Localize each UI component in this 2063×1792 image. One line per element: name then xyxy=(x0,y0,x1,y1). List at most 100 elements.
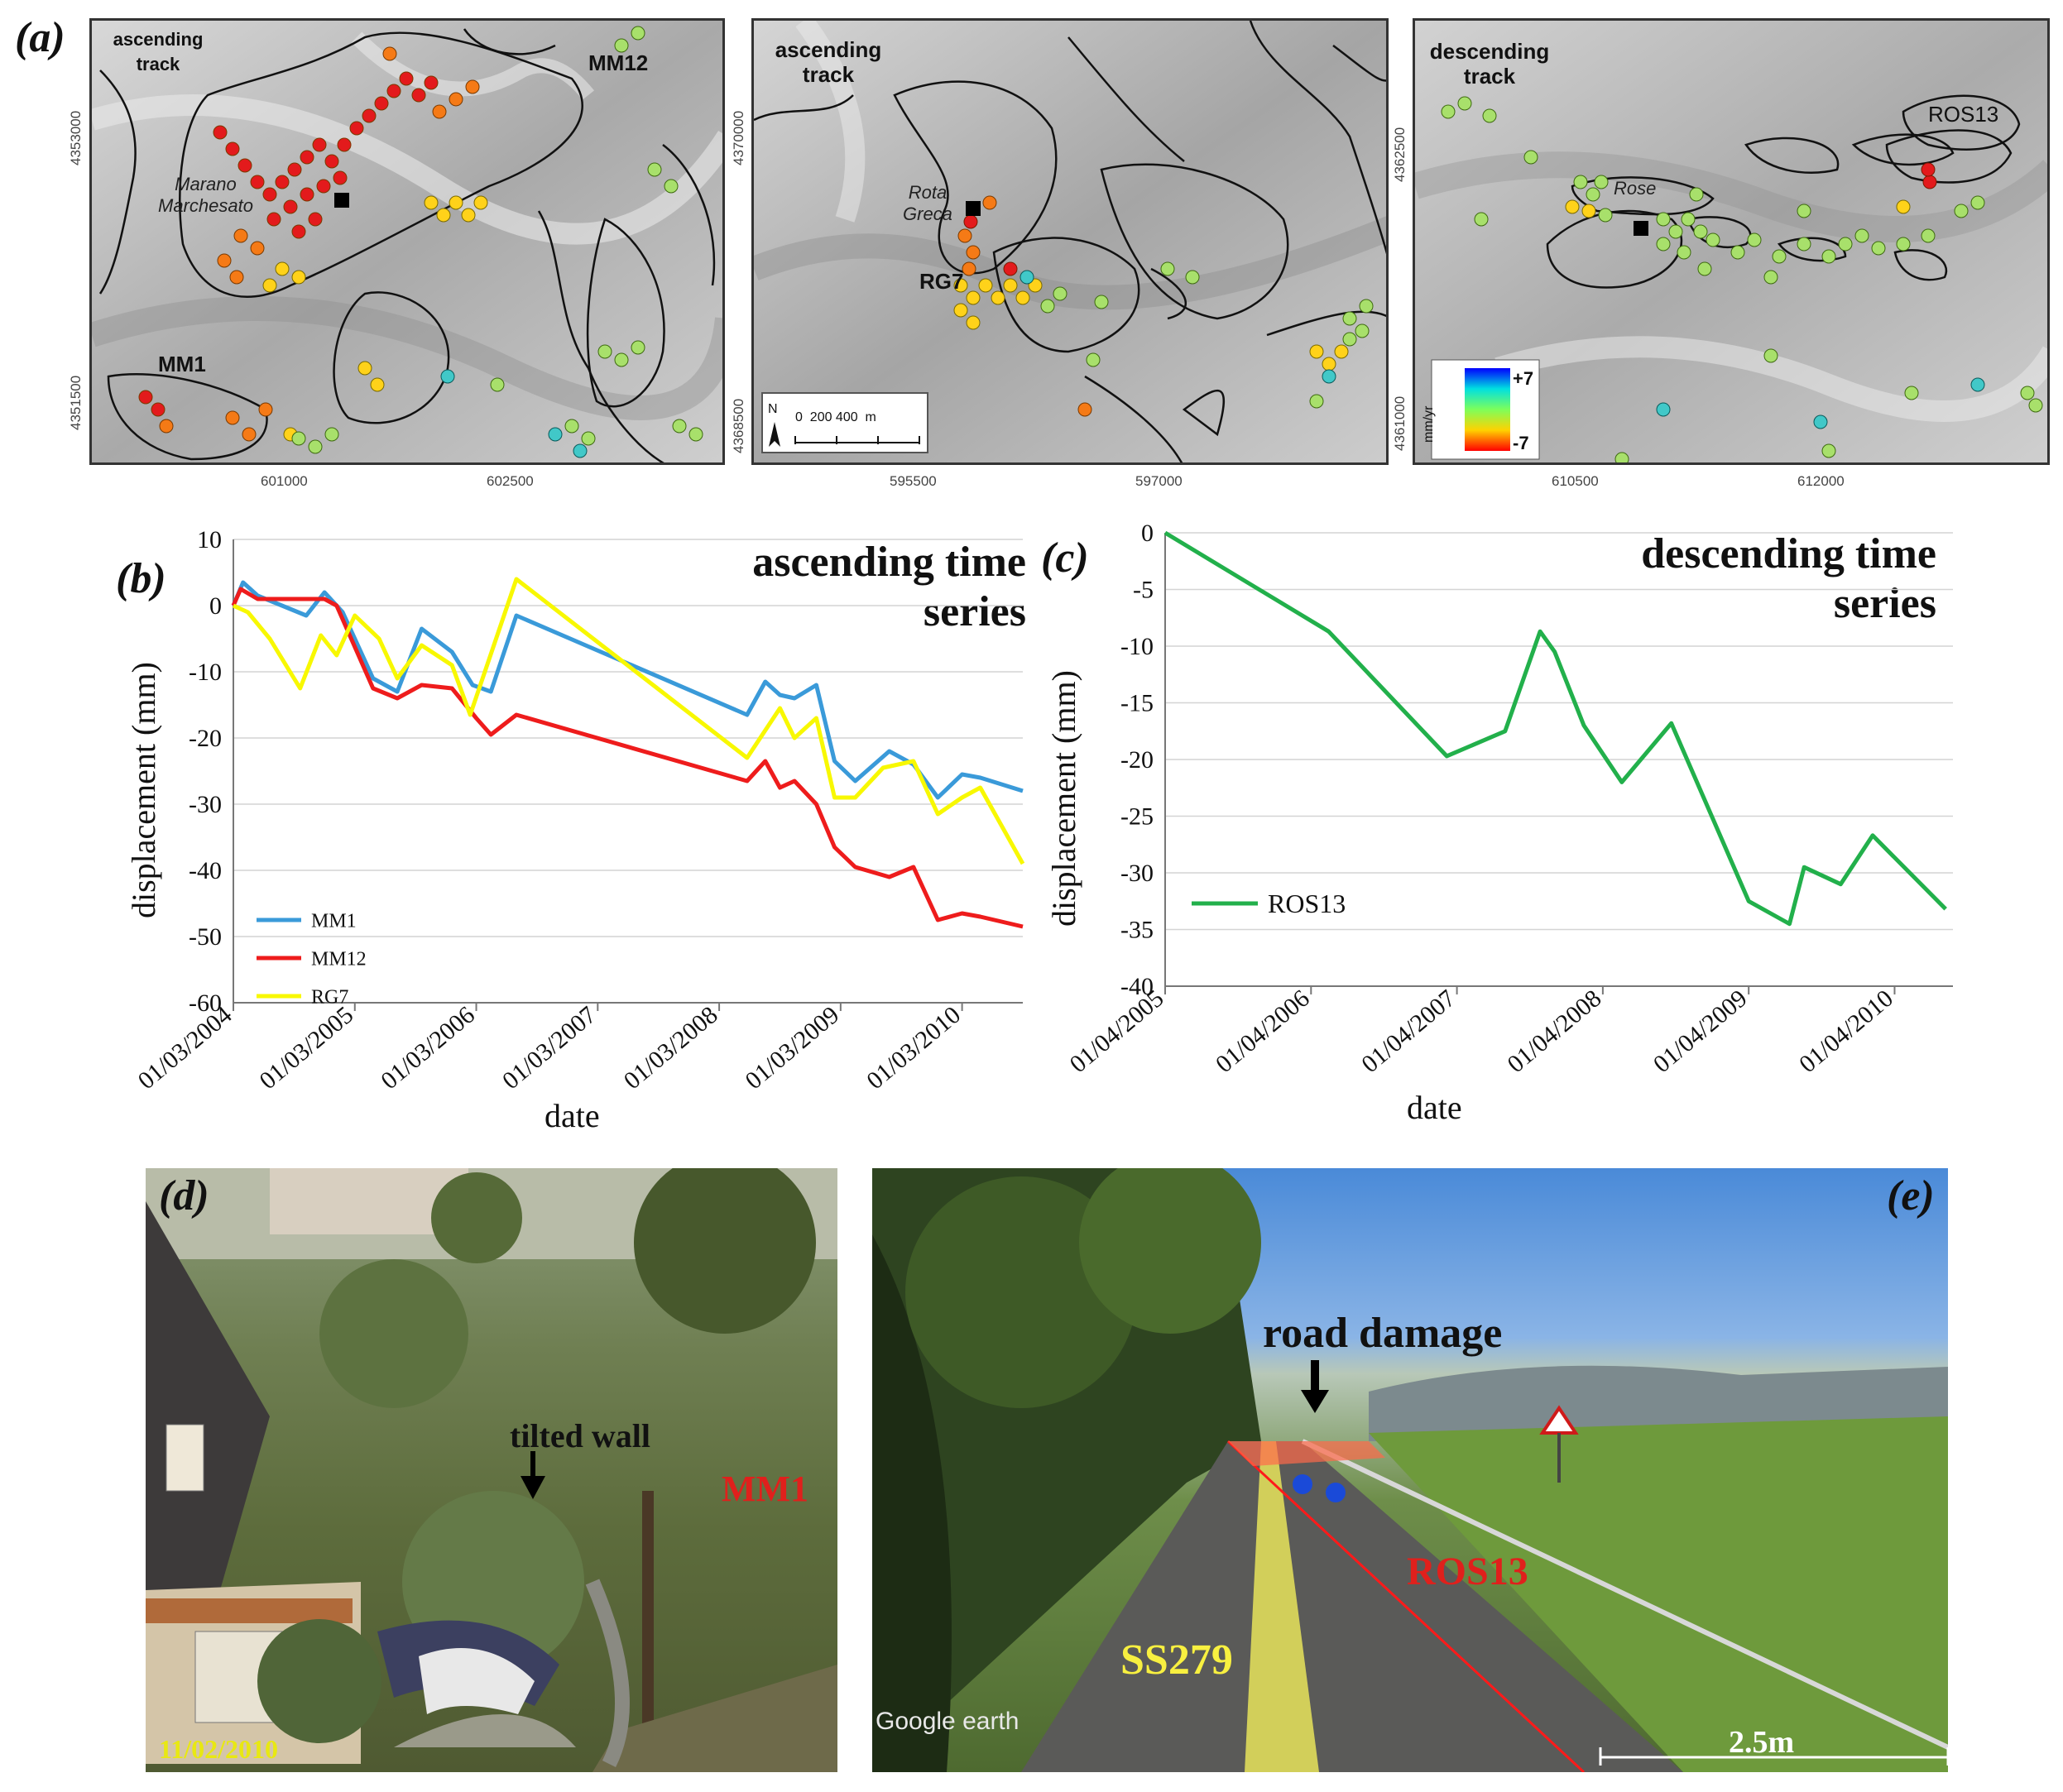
map-rose: descending track ROS13 Rose +7 -7 mm/yr xyxy=(1413,18,2050,465)
y-tick-label: -10 xyxy=(1120,633,1154,660)
photo-e-annotation: road damage xyxy=(1263,1310,1503,1357)
x-tick-label: 01/04/2008 xyxy=(1502,985,1606,1078)
arrow-down-icon xyxy=(521,1451,545,1499)
chart-c-title: descending time series xyxy=(1641,530,1936,627)
x-tick-label: 01/03/2007 xyxy=(497,1001,602,1095)
y-tick-label: -50 xyxy=(189,923,222,951)
ps-points xyxy=(953,195,1374,417)
photo-e-scene xyxy=(872,1168,1948,1772)
map1-ytick-2: 4351500 xyxy=(68,375,84,430)
map-hillshade xyxy=(754,21,1386,462)
map1-track-label: ascending track xyxy=(113,29,204,74)
map3-ros13-label: ROS13 xyxy=(1928,102,1999,127)
map2-ytick-1: 4370000 xyxy=(731,110,746,165)
map3-track-label: descending track xyxy=(1429,39,1550,89)
map1-mm1-label: MM1 xyxy=(158,352,206,376)
map1-ytick-1: 4353000 xyxy=(68,110,84,165)
north-arrow-icon xyxy=(769,422,780,447)
photo-d-label: (d) xyxy=(159,1172,209,1219)
site-marker-mm12 xyxy=(334,193,349,208)
map2-place-label: Rota Greca xyxy=(903,182,952,224)
map3-ytick-2: 4361000 xyxy=(1392,395,1408,451)
y-tick-label: 0 xyxy=(1141,520,1154,547)
map2-xtick-2: 597000 xyxy=(1135,473,1183,489)
x-tick-label: 01/03/2004 xyxy=(133,1001,237,1095)
map2-ytick-2: 4368500 xyxy=(731,398,746,453)
map3-legend-unit: mm/yr xyxy=(1422,405,1436,443)
chart-b-xlabel: date xyxy=(545,1097,600,1134)
legend-label: ROS13 xyxy=(1268,889,1346,918)
arrow-down-icon xyxy=(1301,1360,1329,1413)
x-tick-label: 01/03/2006 xyxy=(376,1001,480,1095)
map3-xtick-2: 612000 xyxy=(1797,473,1845,489)
series-line-rg7 xyxy=(232,577,1025,865)
legend-label: MM1 xyxy=(311,910,357,932)
x-tick-label: 01/03/2010 xyxy=(861,1001,966,1095)
map1-xtick-1: 601000 xyxy=(261,473,308,489)
x-tick-label: 01/04/2006 xyxy=(1211,985,1315,1078)
photo-d-date: 11/02/2010 xyxy=(159,1734,279,1764)
panel-label-b: (b) xyxy=(116,555,166,602)
x-tick-label: 01/04/2009 xyxy=(1648,985,1753,1078)
series-line-mm1 xyxy=(231,580,1024,800)
map1-place-label: Marano Marchesato xyxy=(158,174,253,216)
y-tick-label: -20 xyxy=(1120,746,1154,774)
x-tick-label: 01/04/2005 xyxy=(1067,985,1168,1078)
panel-label-c: (c) xyxy=(1041,534,1089,582)
colorbar-legend xyxy=(1431,359,1540,460)
y-tick-label: -40 xyxy=(189,857,222,884)
y-tick-label: -40 xyxy=(1120,973,1154,1000)
map2-scale-label: 0 200 400 m xyxy=(795,410,876,424)
map-rota-greca: ascending track RG7 Rota Greca N 0 200 4… xyxy=(751,18,1389,465)
photo-e-scale: 2.5m xyxy=(1729,1725,1795,1760)
photo-tilted-wall: (d) tilted wall MM1 11/02/2010 xyxy=(146,1168,837,1772)
series-line-ros13 xyxy=(1163,530,1947,927)
map3-legend-max: +7 xyxy=(1513,368,1534,389)
photo-d-annotation: tilted wall xyxy=(510,1417,650,1454)
site-marker-ros13 xyxy=(1634,221,1648,236)
photo-d-site: MM1 xyxy=(722,1469,809,1509)
map3-legend-min: -7 xyxy=(1513,433,1529,453)
map3-ytick-1: 4362500 xyxy=(1392,127,1408,182)
ps-points xyxy=(138,26,703,458)
chart-b-title: ascending time series xyxy=(752,539,1026,635)
x-tick-label: 01/04/2010 xyxy=(1794,985,1898,1078)
legend-label: MM12 xyxy=(311,948,367,970)
map1-xtick-2: 602500 xyxy=(487,473,534,489)
y-tick-label: -30 xyxy=(189,791,222,818)
scale-bar xyxy=(761,392,928,453)
map2-track-label: ascending track xyxy=(775,37,882,87)
y-tick-label: -10 xyxy=(189,659,222,686)
legend-label: RG7 xyxy=(311,986,348,1008)
panel-label-a: (a) xyxy=(15,14,65,61)
x-tick-label: 01/03/2008 xyxy=(619,1001,723,1095)
map3-place-label: Rose xyxy=(1614,178,1657,199)
map3-xtick-1: 610500 xyxy=(1552,473,1599,489)
map2-north-label: N xyxy=(768,402,778,416)
photo-e-road: SS279 xyxy=(1120,1636,1233,1684)
y-tick-label: -30 xyxy=(1120,860,1154,887)
map-marano: ascending track MM12 MM1 Marano Marchesa… xyxy=(89,18,725,465)
ps-points xyxy=(1441,96,2043,462)
x-tick-label: 01/03/2005 xyxy=(254,1001,358,1095)
photo-e-site: ROS13 xyxy=(1407,1550,1528,1593)
chart-c-xlabel: date xyxy=(1407,1089,1462,1126)
map2-xtick-1: 595500 xyxy=(890,473,937,489)
y-tick-label: 0 xyxy=(209,592,222,620)
map1-mm12-label: MM12 xyxy=(588,50,649,75)
y-tick-label: -25 xyxy=(1120,803,1154,831)
map-hillshade xyxy=(1415,21,2047,462)
y-tick-label: 10 xyxy=(197,529,222,553)
site-marker-rg7 xyxy=(966,201,981,216)
y-tick-label: -60 xyxy=(189,989,222,1017)
map-hillshade xyxy=(92,21,722,462)
y-tick-label: -15 xyxy=(1120,690,1154,717)
series-line-mm12 xyxy=(231,587,1024,929)
y-tick-label: -35 xyxy=(1120,917,1154,944)
map2-rg7-label: RG7 xyxy=(919,269,964,294)
x-tick-label: 01/04/2007 xyxy=(1356,985,1461,1078)
photo-e-label: (e) xyxy=(1887,1172,1935,1219)
x-tick-label: 01/03/2009 xyxy=(740,1001,844,1095)
